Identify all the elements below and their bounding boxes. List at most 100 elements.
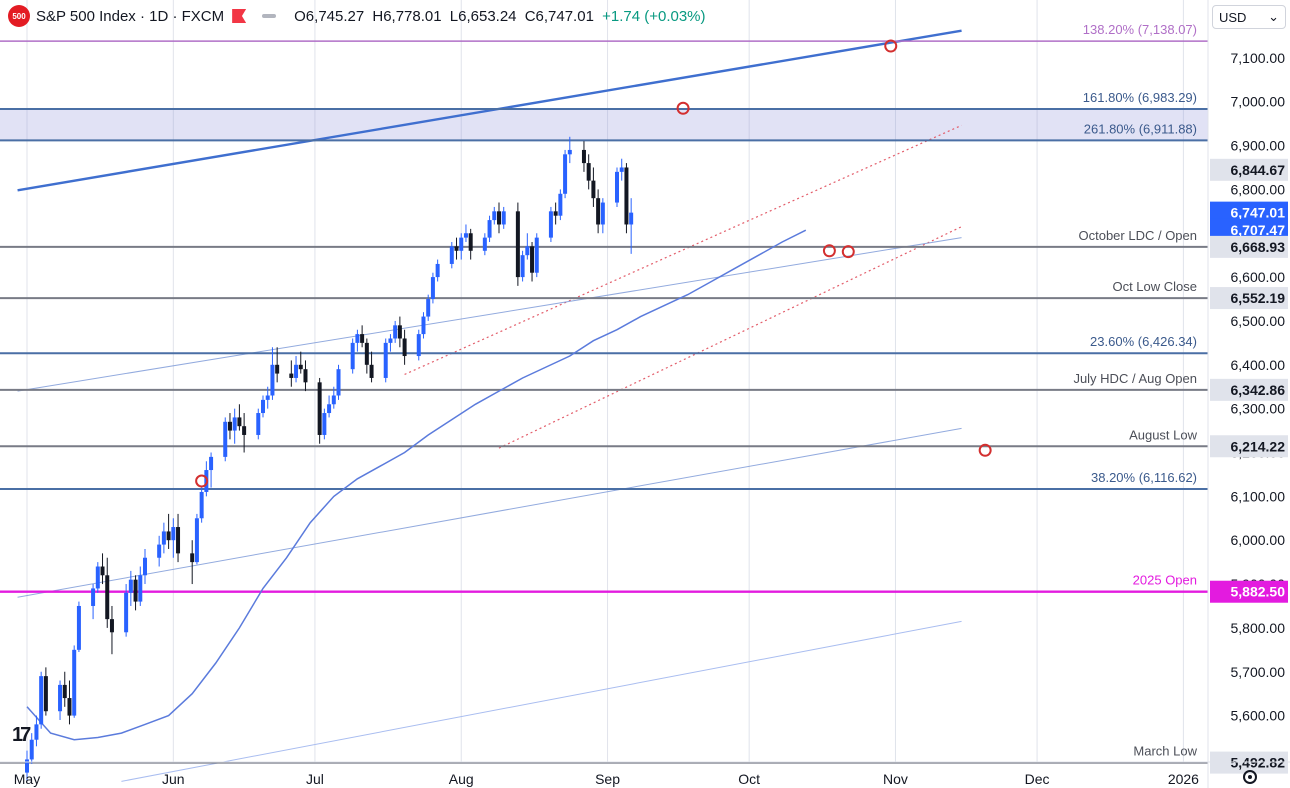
candle[interactable] — [133, 575, 138, 611]
y-tick-label[interactable]: 6,800.00 — [1231, 181, 1286, 197]
candle[interactable] — [303, 360, 308, 392]
y-tick-label[interactable]: 7,000.00 — [1231, 94, 1286, 110]
candle[interactable] — [232, 408, 237, 444]
y-tick-label[interactable]: 5,600.00 — [1231, 708, 1286, 724]
candle[interactable] — [482, 233, 487, 256]
candle[interactable] — [171, 518, 176, 558]
candle[interactable] — [91, 584, 96, 620]
price-axis[interactable]: 7,100.007,000.006,900.006,800.006,700.00… — [1207, 0, 1288, 788]
candle[interactable] — [355, 329, 360, 352]
gear-icon[interactable] — [1243, 770, 1257, 784]
candle[interactable] — [360, 325, 365, 348]
x-tick-label[interactable]: Jun — [162, 771, 185, 787]
y-tick-label[interactable]: 6,400.00 — [1231, 357, 1286, 373]
candle[interactable] — [227, 413, 232, 440]
tradingview-logo[interactable]: 17 — [12, 724, 31, 746]
candle[interactable] — [237, 404, 242, 431]
y-tick-label[interactable]: 6,900.00 — [1231, 138, 1286, 154]
candle[interactable] — [157, 535, 162, 567]
candle[interactable] — [223, 417, 228, 462]
slope-line-1[interactable] — [17, 237, 962, 392]
candle[interactable] — [289, 360, 294, 387]
x-tick-label[interactable]: Nov — [883, 771, 908, 787]
candle[interactable] — [615, 167, 619, 207]
candle[interactable] — [567, 136, 572, 164]
candle[interactable] — [298, 351, 303, 374]
candle[interactable] — [430, 272, 435, 304]
candle[interactable] — [624, 163, 629, 234]
price-tag[interactable]: 5,882.50 — [1210, 580, 1288, 603]
price-tag[interactable]: 6,552.19 — [1210, 287, 1288, 310]
slope-line-2[interactable] — [17, 427, 962, 598]
horizontal-levels[interactable] — [0, 40, 1208, 764]
candle[interactable] — [426, 294, 431, 321]
candle[interactable] — [492, 206, 497, 225]
candle[interactable] — [39, 671, 44, 729]
candle[interactable] — [629, 198, 634, 254]
candle[interactable] — [209, 452, 214, 488]
candle[interactable] — [166, 513, 171, 549]
candle[interactable] — [265, 386, 270, 409]
candle[interactable] — [109, 605, 114, 655]
y-tick-label[interactable]: 5,700.00 — [1231, 664, 1286, 680]
candle[interactable] — [275, 347, 280, 383]
currency-select[interactable]: USD ⌄ — [1212, 5, 1286, 29]
time-axis[interactable]: May Jun Jul Aug Sep Oct Nov Dec 2026 — [0, 761, 1290, 787]
candle[interactable] — [72, 645, 77, 718]
y-tick-label[interactable]: 6,100.00 — [1231, 488, 1286, 504]
candle[interactable] — [581, 141, 586, 172]
candles[interactable] — [25, 136, 634, 782]
candle[interactable] — [242, 413, 247, 453]
candle[interactable] — [548, 206, 553, 243]
candle[interactable] — [143, 548, 147, 585]
candle[interactable] — [327, 395, 332, 418]
candle[interactable] — [62, 671, 67, 707]
y-tick-label[interactable]: 7,100.00 — [1231, 50, 1286, 66]
price-tag[interactable]: 6,668.93 — [1210, 235, 1288, 258]
candle[interactable] — [383, 338, 388, 383]
y-tick-label[interactable]: 6,000.00 — [1231, 532, 1286, 548]
candle[interactable] — [67, 680, 72, 725]
candle[interactable] — [364, 338, 369, 374]
x-tick-label[interactable]: Sep — [595, 771, 620, 787]
y-tick-label[interactable]: 6,600.00 — [1231, 269, 1286, 285]
candle[interactable] — [393, 320, 398, 343]
slope-line-3[interactable] — [121, 620, 962, 782]
candle[interactable] — [190, 540, 195, 585]
main-trendline[interactable] — [17, 29, 962, 192]
candle[interactable] — [487, 215, 492, 243]
candle[interactable] — [100, 553, 105, 585]
candle[interactable] — [563, 149, 568, 199]
candle[interactable] — [369, 351, 374, 383]
candle[interactable] — [534, 233, 539, 278]
candle[interactable] — [317, 377, 322, 444]
candle[interactable] — [138, 566, 143, 606]
candle[interactable] — [591, 167, 596, 207]
symbol-title[interactable]: S&P 500 Index · 1D · FXCM — [36, 7, 225, 25]
candle[interactable] — [29, 733, 34, 764]
price-tag[interactable]: 6,214.22 — [1210, 435, 1288, 458]
candle[interactable] — [34, 715, 39, 747]
candle[interactable] — [501, 206, 506, 229]
candle[interactable] — [256, 408, 261, 440]
candle[interactable] — [43, 667, 48, 716]
y-tick-label[interactable]: 6,500.00 — [1231, 313, 1286, 329]
candle[interactable] — [520, 250, 525, 282]
candle[interactable] — [497, 202, 501, 234]
candle[interactable] — [596, 189, 601, 234]
candle[interactable] — [449, 242, 454, 269]
candle[interactable] — [600, 198, 605, 234]
candle[interactable] — [558, 189, 563, 221]
channel-lower[interactable] — [498, 226, 962, 449]
price-tag[interactable]: 6,844.67 — [1210, 158, 1288, 181]
x-tick-label[interactable]: May — [14, 771, 40, 787]
candle[interactable] — [463, 224, 468, 243]
candle[interactable] — [416, 329, 421, 361]
candle[interactable] — [25, 750, 29, 782]
candle[interactable] — [105, 557, 110, 628]
candle[interactable] — [76, 601, 81, 653]
candle[interactable] — [124, 584, 129, 637]
candle[interactable] — [397, 316, 402, 348]
candle[interactable] — [530, 242, 535, 282]
